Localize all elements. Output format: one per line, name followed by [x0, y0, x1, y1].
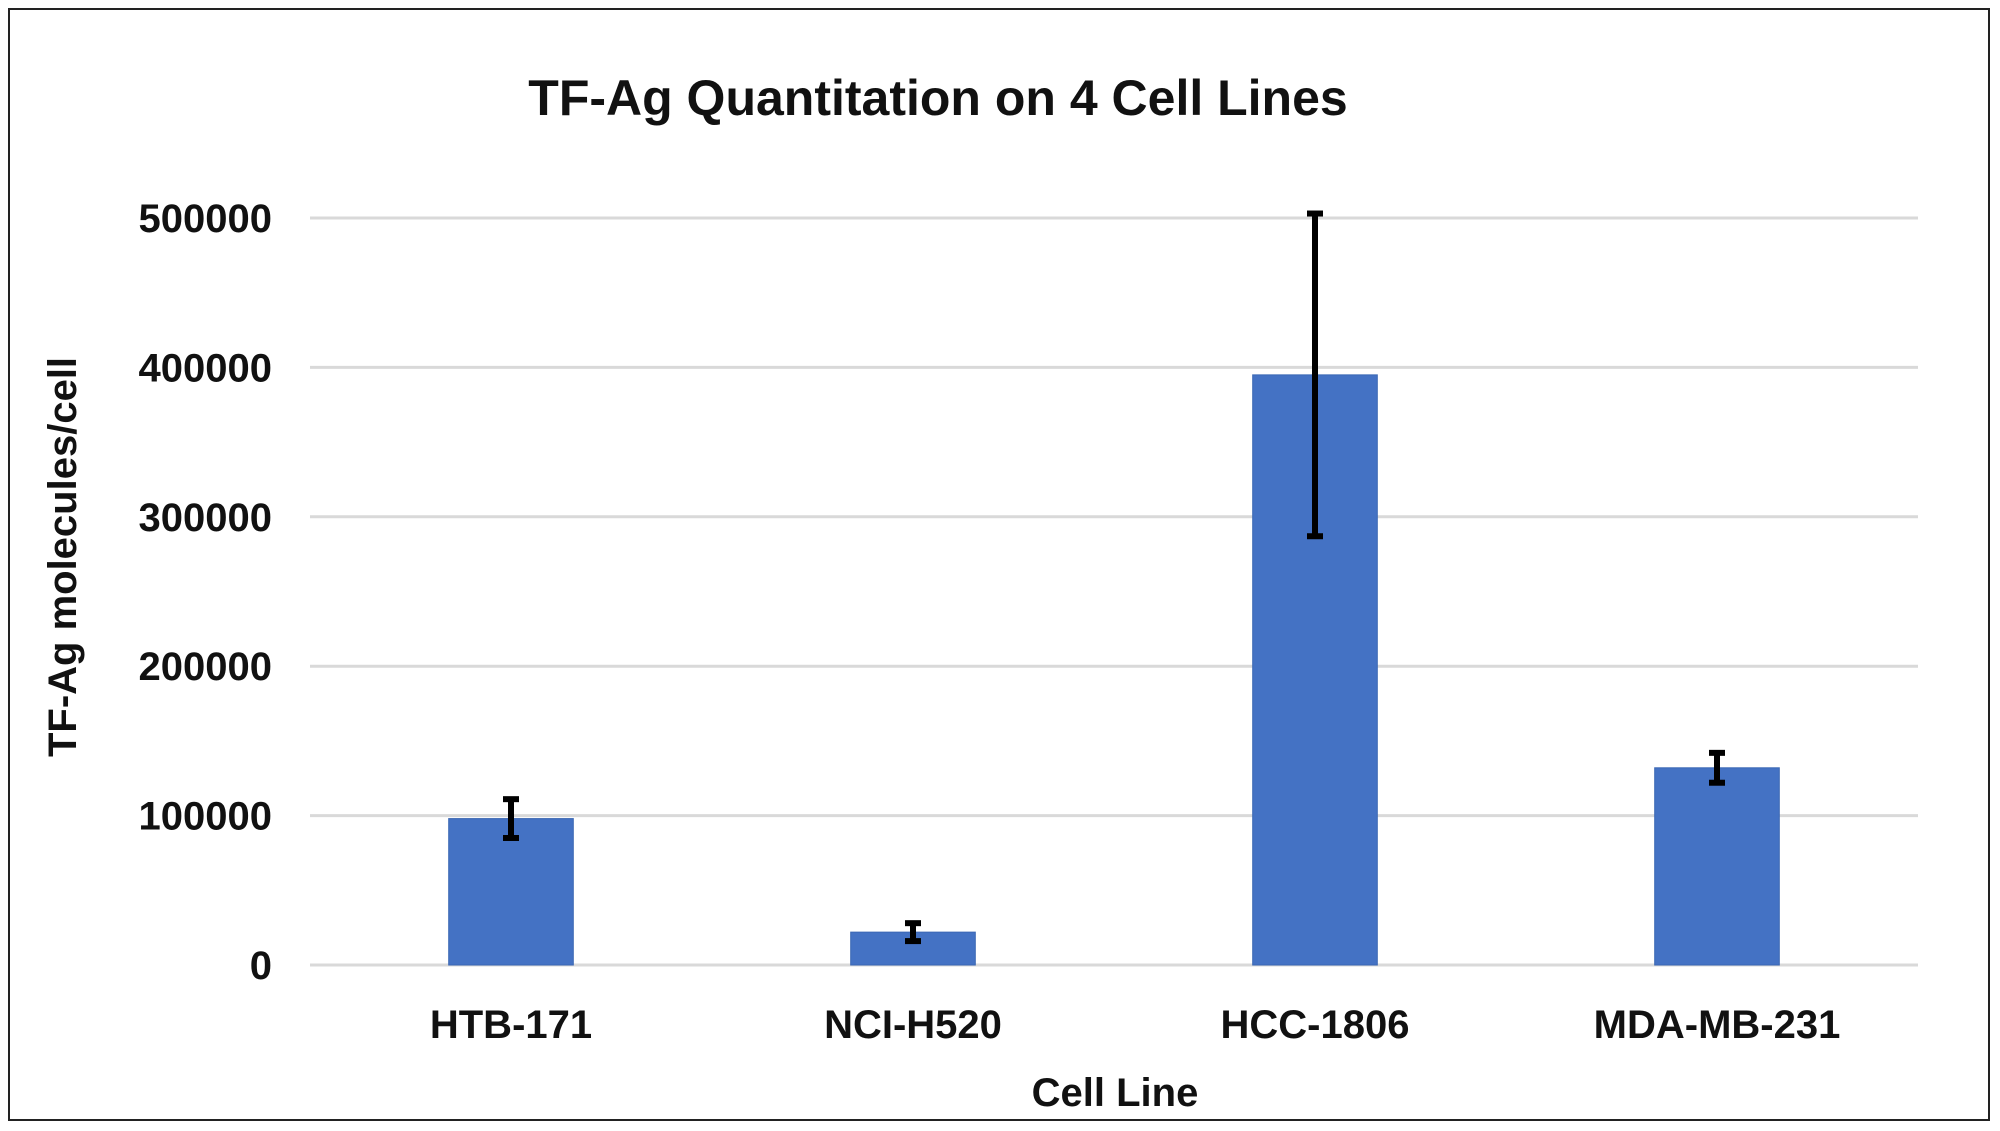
- y-axis-ticks: 0 100000 200000 300000 400000 500000: [139, 197, 272, 988]
- error-bar: [1307, 210, 1323, 540]
- x-tick-label: HTB-171: [430, 1003, 592, 1047]
- y-tick-label: 300000: [139, 496, 272, 540]
- error-bar: [503, 796, 519, 842]
- bar: [448, 818, 574, 966]
- y-tick-label: 500000: [139, 197, 272, 241]
- gridlines: [310, 216, 1918, 967]
- y-tick-label: 200000: [139, 645, 272, 689]
- error-bar: [905, 920, 921, 945]
- x-axis-title: Cell Line: [1032, 1071, 1199, 1115]
- y-tick-label: 0: [250, 944, 272, 988]
- error-bar: [1709, 749, 1725, 786]
- bars: [448, 374, 1780, 966]
- x-tick-label: HCC-1806: [1221, 1003, 1410, 1047]
- chart-title: TF-Ag Quantitation on 4 Cell Lines: [528, 70, 1347, 126]
- x-axis-ticks: HTB-171 NCI-H520 HCC-1806 MDA-MB-231: [430, 1003, 1840, 1047]
- x-tick-label: MDA-MB-231: [1594, 1003, 1841, 1047]
- bar: [1654, 767, 1780, 966]
- y-axis-title: TF-Ag molecules/cell: [41, 357, 85, 757]
- y-tick-label: 400000: [139, 346, 272, 390]
- x-tick-label: NCI-H520: [824, 1003, 1002, 1047]
- y-tick-label: 100000: [139, 795, 272, 839]
- error-bars: [503, 210, 1725, 945]
